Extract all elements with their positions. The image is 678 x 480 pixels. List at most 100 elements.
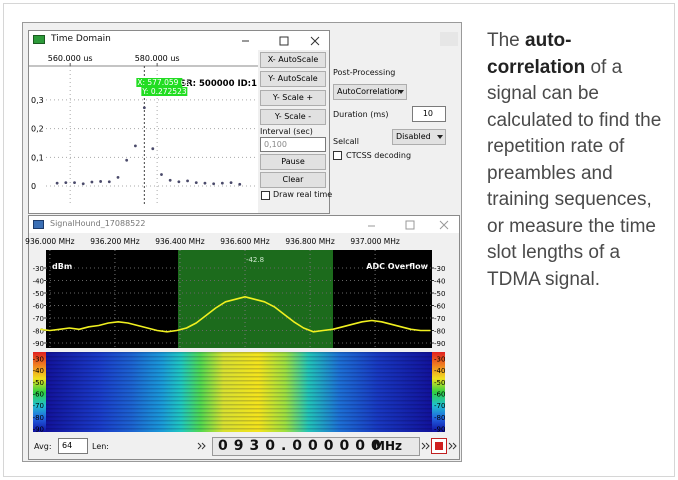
title-bar [29,216,459,233]
data-point [177,180,181,184]
data-point [160,173,163,176]
scale-label: -30 [434,356,445,364]
post-processing-panel [328,30,460,214]
panel-control [440,32,458,46]
data-point [64,181,68,184]
frequency-unit: MHz [373,439,402,453]
data-point [125,158,129,162]
button[interactable]: Y- Scale + [260,90,326,106]
y-tick-label: -50 [33,290,44,298]
y-tick-label: -30 [434,265,445,273]
y-tick-label: 0,3 [31,96,44,105]
panel-title: Post-Processing [333,68,396,77]
maximize-icon[interactable] [405,220,415,230]
selcall-dropdown[interactable]: Disabled [392,129,446,145]
scale-label: -60 [33,391,44,399]
data-point [142,106,146,110]
x-tick-label: 580.000 us [135,54,180,63]
y-tick-label: -70 [33,315,44,323]
draw-real-time-label: Draw real time [273,190,333,199]
window-title: SignalHound_17088522 [50,219,146,228]
scale-label: -70 [33,402,44,410]
window-icon [33,220,44,229]
data-point [203,181,207,185]
colorbar-right [432,352,445,432]
frequency-digits: 0930.000000 [218,438,387,454]
y-tick-label: -40 [434,278,445,286]
marker-label: Y: 0.272523 [141,87,187,96]
sample-rate-label: SR: 500000 ID:1 [180,79,257,89]
description-text: of a signal can be calculated to find th… [487,56,662,290]
marker-label-bg [141,87,188,96]
scale-label: -50 [434,379,445,387]
data-point [133,144,137,148]
x-tick-label: 936.200 MHz [90,237,140,246]
window-title: Time Domain [51,34,111,44]
button[interactable]: Y- AutoScale [260,71,326,87]
chevron-icon[interactable] [197,442,206,450]
ctcss-label: CTCSS decoding [346,151,412,160]
signalhound-controls [368,220,449,230]
data-point [220,181,224,185]
frequency-display[interactable] [212,437,420,456]
data-point [168,178,172,182]
scale-label: -40 [33,367,44,375]
y-tick-label: -80 [33,328,44,336]
avg-label: Avg: [34,442,52,451]
x-tick-label: 936.600 MHz [220,237,270,246]
y-tick-label: -70 [434,315,445,323]
interval-input[interactable]: 0,100 [260,137,326,152]
button[interactable]: X- AutoScale [260,52,326,68]
y-tick-label: -90 [434,340,445,348]
y-tick-label: -80 [434,328,445,336]
chevron-icon[interactable] [448,442,457,450]
description-text: The [487,30,526,51]
frame [3,3,675,477]
scale-label: -80 [33,414,44,422]
close-icon[interactable] [310,36,320,46]
waterfall [46,352,432,432]
button[interactable]: Pause [260,154,326,170]
scale-label: -80 [434,414,445,422]
ctcss-checkbox[interactable] [333,151,342,160]
y-tick-label: -60 [434,303,445,311]
data-point [116,176,120,179]
data-point [107,180,111,184]
data-point [81,182,85,186]
stop-icon [435,442,443,450]
scale-label: -70 [434,402,445,410]
scale-label: -30 [33,356,44,364]
y-tick-label: -60 [33,303,44,311]
draw-real-time-checkbox[interactable] [261,191,270,200]
maximize-icon[interactable] [279,36,289,46]
duration-input[interactable]: 10 [412,106,446,122]
data-point [73,181,76,184]
center-label: -42.8 [246,256,264,264]
close-icon[interactable] [439,220,449,230]
mode-dropdown[interactable]: AutoCorrelation [333,84,407,100]
button[interactable]: Clear [260,172,326,188]
data-point [186,179,189,183]
data-point [194,181,198,184]
window-icon [33,35,45,44]
y-tick-label: -50 [434,290,445,298]
button[interactable]: Y- Scale - [260,109,326,125]
selcall-label: Selcall [333,137,359,146]
waterfall-texture [46,352,432,432]
y-tick-label: -40 [33,278,44,286]
colorbar-left [33,352,46,432]
marker-label-bg [136,78,183,87]
y-tick-label: 0 [31,182,36,191]
x-tick-label: 936.000 MHz [25,237,75,246]
len-label: Len: [92,442,110,451]
x-tick-label: 936.400 MHz [155,237,205,246]
data-point [212,182,216,186]
chevrons [197,442,457,450]
scale-label: -90 [33,426,44,434]
chevron-icon[interactable] [421,442,430,450]
data-point [238,182,242,186]
data-point [55,181,59,185]
avg-input[interactable]: 64 [58,438,88,454]
description: The auto-correlation of a signal can be … [487,28,669,293]
